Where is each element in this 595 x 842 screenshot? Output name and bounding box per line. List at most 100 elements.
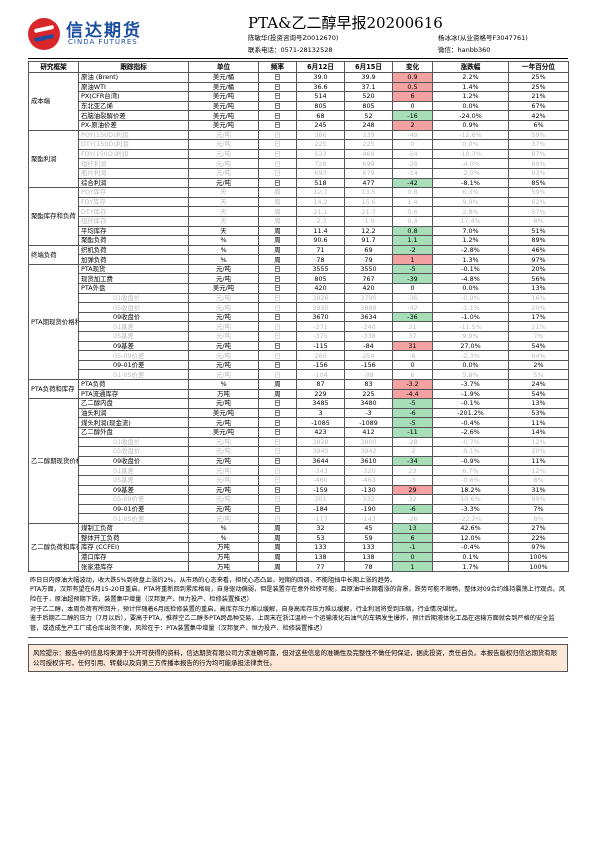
cell-pct: -0.4%: [432, 417, 509, 428]
cell-pctl: 64%: [508, 350, 569, 361]
cell-d1: -104: [296, 369, 345, 380]
table-row: 煤头利润(现金流) 元/吨日 -1085 -1089 -5 -0.4% 11%: [29, 417, 569, 428]
cell-ind: 01-05价差: [78, 369, 189, 380]
cell-d2: 39.9: [344, 72, 393, 83]
cell-unit: 元/吨: [188, 359, 259, 371]
cell-pct: 9.9%: [432, 331, 509, 342]
cell-pct: 12.0%: [432, 532, 509, 544]
cell-d2: 767: [344, 273, 393, 285]
cell-d2: 13.5: [344, 187, 393, 198]
cell-pct: 0.1%: [432, 551, 509, 563]
cell-unit: %: [188, 379, 259, 390]
cell-pctl: 7%: [508, 331, 569, 342]
cell-pct: 1.2%: [432, 235, 509, 246]
cell-ind: 01基差: [78, 465, 189, 476]
cell-d2: 83: [344, 379, 393, 390]
cell-freq: 日: [258, 311, 297, 323]
cell-d1: 3828: [296, 436, 345, 448]
cell-freq: 日: [258, 110, 297, 121]
cell-pct: -2.6%: [432, 426, 509, 438]
cell-d2: 225: [344, 388, 393, 400]
cell-ind: 09基差: [78, 484, 189, 496]
cell-ind: PX-原油价差: [78, 119, 189, 131]
cell-ind: PTA外盘: [78, 283, 189, 294]
cell-pctl: 89%: [508, 235, 569, 246]
table-row: 聚酯库存和负荷 POY库存天周 12.7 13.5 0.8 6.3% 59%: [28, 187, 569, 246]
cell-freq: 日: [258, 158, 297, 169]
cell-ind: 煤头利润(现金流): [78, 417, 189, 428]
cell-pct: 7.0%: [432, 225, 509, 237]
cell-pctl: 11%: [508, 417, 569, 428]
group-label: 乙二醇负荷和库存: [28, 522, 79, 572]
cell-chg: -5: [392, 398, 433, 409]
cell-chg: 2: [392, 119, 433, 131]
cell-d2: 225: [344, 139, 393, 150]
table-row: DTY(150D)利润 元/吨日 225 225 0 0.0% 37%: [29, 139, 569, 150]
cell-d1: 225: [296, 139, 345, 150]
cell-d1: -159: [296, 484, 345, 496]
cell-pctl: 17%: [508, 311, 569, 323]
cell-chg: 31: [392, 321, 433, 333]
cell-pct: 0.0%: [432, 100, 509, 112]
cell-pctl: 51%: [508, 225, 569, 237]
cell-ind: 平均库存: [78, 225, 189, 237]
cell-pct: -1.1%: [432, 302, 509, 313]
cell-ind: 原油 (Brent): [78, 72, 189, 83]
cell-d1: 77: [296, 561, 345, 572]
cell-d2: 3634: [344, 311, 393, 323]
cell-freq: 日: [258, 436, 297, 448]
table-row: 乙二醇负荷和库存 煤制工负荷% 周 32 45 13 42.6% 27%: [28, 522, 569, 572]
cell-ind: 01收盘价: [78, 436, 189, 448]
column-header: 涨跌幅: [432, 61, 509, 73]
cell-d1: 3945: [296, 446, 345, 457]
cell-chg: -54: [392, 148, 433, 160]
cell-pct: 17.4%: [432, 215, 509, 227]
cell-unit: 元/吨: [188, 417, 259, 428]
cell-pct: 5.8%: [432, 369, 509, 380]
cell-chg: 1: [392, 254, 433, 265]
table-row: 短纤库存天周 -2.3 -1.9 0.4 17.4% 8%: [29, 215, 569, 227]
cell-ind: 05-09价差: [78, 350, 189, 361]
table-row: PTA负荷和库存 PTA负荷% 周 87 83 -3.2 -3.7% 24%: [28, 378, 569, 400]
cell-unit: 元/吨: [188, 446, 259, 457]
cell-d2: 3610: [344, 455, 393, 467]
table-row: 瓶片利润 元/吨日 693 679 -14 -2.0% 83%: [29, 167, 569, 179]
cell-pctl: 7%: [508, 503, 569, 515]
cell-chg: -6: [392, 407, 433, 419]
table-row: 01收盘价 元/吨日 3828 3800 -28 -0.7% 12%: [29, 436, 569, 448]
cell-d1: -156: [296, 359, 345, 371]
cell-pctl: 13%: [508, 398, 569, 409]
cell-ind: 短纤利润: [78, 158, 189, 169]
table-row: 05基差 元/吨日 -375 -338 37 9.9% 7%: [29, 331, 569, 342]
cell-d1: 11.4: [296, 225, 345, 237]
table-row: 原油WTI 美元/桶日 36.6 37.1 0.5 1.4% 25%: [29, 81, 569, 93]
cell-unit: 美元/吨: [188, 91, 259, 102]
cell-ind: 瓶片利润: [78, 167, 189, 179]
cell-d2: 79: [344, 254, 393, 265]
cell-d1: 3644: [296, 455, 345, 467]
cell-pctl: 100%: [508, 561, 569, 572]
cell-freq: 日: [258, 513, 297, 524]
cell-d2: -463: [344, 474, 393, 486]
cell-pctl: 22%: [508, 532, 569, 544]
cell-d2: 21.7: [344, 206, 393, 217]
cell-chg: 13: [392, 522, 433, 534]
cell-chg: 0: [392, 139, 433, 150]
table-row: 张家港库存 万吨周 77 78 1 1.7% 100%: [29, 561, 569, 572]
cell-d2: 469: [344, 148, 393, 160]
cell-chg: -42: [392, 177, 433, 189]
cell-chg: -42: [392, 302, 433, 313]
table-row: 终端负荷 织机负荷% 周 71 69 -2 -2.8% 46%: [28, 244, 569, 265]
table-row: 聚酯负荷% 周 90.6 91.7 1.1 1.2% 89%: [29, 235, 569, 246]
company-name-cn: 信达期货: [66, 21, 142, 41]
cell-unit: 元/吨: [188, 350, 259, 361]
cell-freq: 日: [258, 407, 297, 419]
cell-d1: 245: [296, 119, 345, 131]
column-header: 6月15日: [344, 61, 393, 73]
cell-unit: 元/吨: [188, 167, 259, 179]
cell-freq: 日: [258, 369, 297, 380]
cell-ind: POY库存: [78, 187, 189, 198]
cell-freq: 日: [258, 350, 297, 361]
cell-chg: 0.8: [392, 225, 433, 237]
cell-chg: -4.4: [392, 388, 433, 400]
